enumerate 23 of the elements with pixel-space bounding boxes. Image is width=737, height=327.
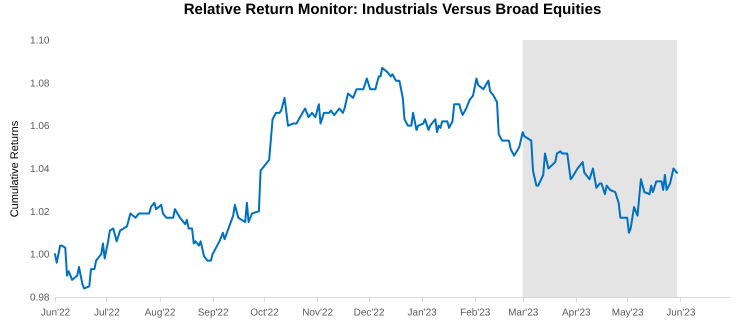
y-tick-label: 1.02 <box>30 206 50 218</box>
y-tick-label: 1.08 <box>30 78 50 90</box>
y-tick-label: 1.10 <box>30 36 50 46</box>
y-tick-label: 1.00 <box>30 250 50 261</box>
x-tick-label: Dec'22 <box>354 308 385 318</box>
x-tick-label: Jan'23 <box>408 308 438 318</box>
x-tick-label: Jul'22 <box>94 308 120 318</box>
y-tick-label: 1.06 <box>30 121 50 132</box>
y-tick-label: 0.98 <box>30 292 50 304</box>
x-tick-label: Oct'22 <box>250 308 280 318</box>
y-axis-title: Cumulative Returns <box>9 120 22 218</box>
x-tick-label: Sep'22 <box>198 308 229 318</box>
y-tick-label: 1.04 <box>30 164 50 175</box>
x-tick-label: Apr'23 <box>562 308 592 318</box>
line-series <box>54 66 678 290</box>
x-tick-label: Jun'22 <box>40 308 71 318</box>
x-tick-label: Jun'23 <box>666 308 696 318</box>
x-tick-label: Mar'23 <box>508 308 539 318</box>
chart-title: Relative Return Monitor: Industrials Versus Broad Equities <box>184 1 602 18</box>
x-tick-label: Feb'23 <box>460 308 491 318</box>
x-tick-label: Nov'22 <box>302 308 334 318</box>
x-tick-label: Aug'22 <box>144 308 176 318</box>
x-tick-label: May'23 <box>612 308 644 318</box>
